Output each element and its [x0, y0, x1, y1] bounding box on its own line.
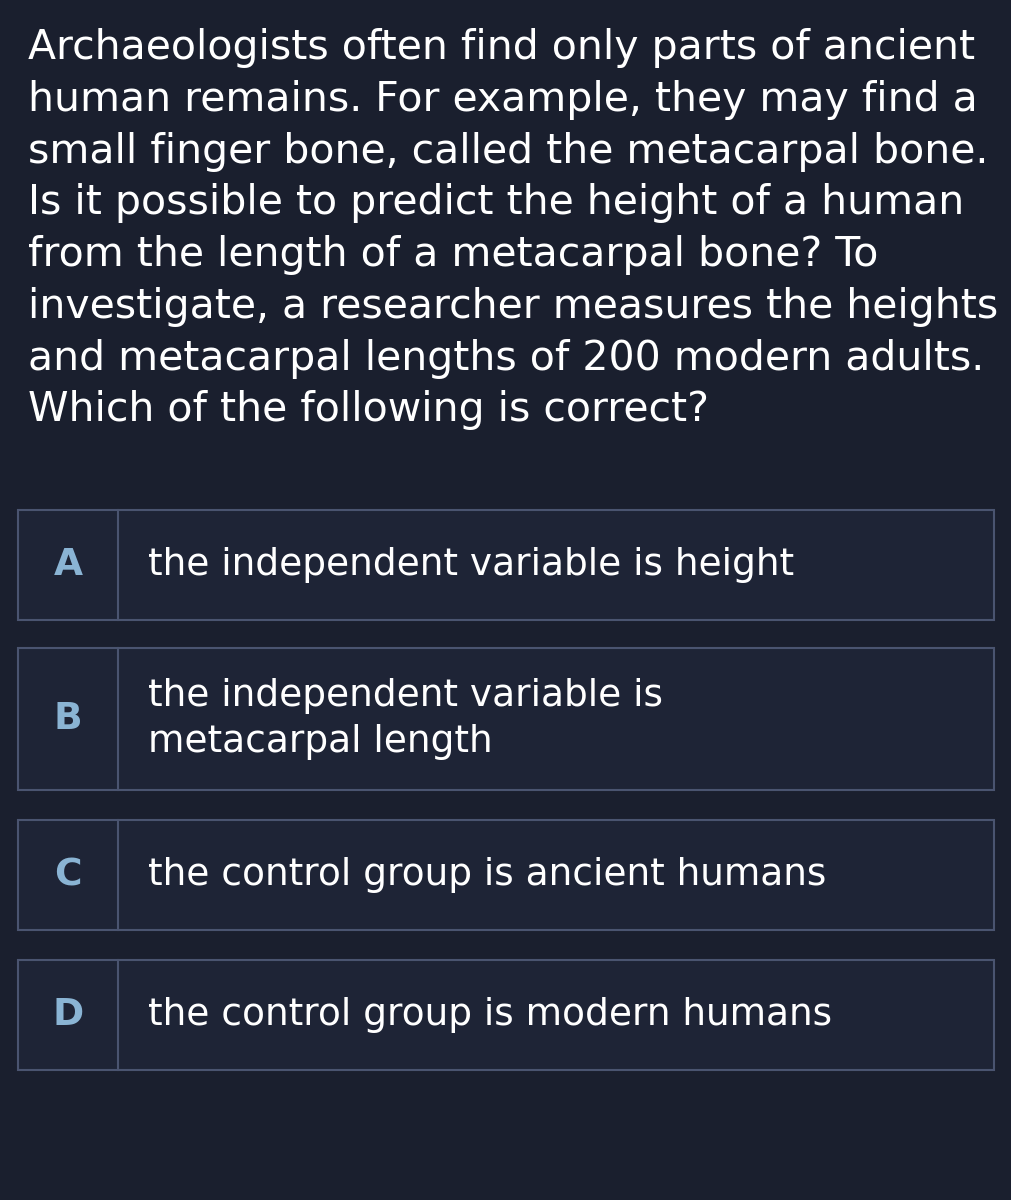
Bar — [18, 510, 993, 620]
Text: D: D — [53, 997, 84, 1033]
Text: the control group is modern humans: the control group is modern humans — [148, 997, 831, 1033]
Text: C: C — [55, 857, 82, 893]
Bar — [18, 960, 993, 1070]
Text: the independent variable is height: the independent variable is height — [148, 547, 794, 583]
Text: B: B — [54, 701, 82, 737]
Bar — [18, 648, 993, 790]
Bar — [18, 820, 993, 930]
Text: the control group is ancient humans: the control group is ancient humans — [148, 857, 826, 893]
Text: the independent variable is
metacarpal length: the independent variable is metacarpal l… — [148, 678, 662, 760]
Text: Archaeologists often find only parts of ancient
human remains. For example, they: Archaeologists often find only parts of … — [28, 28, 997, 431]
Text: A: A — [54, 547, 83, 583]
